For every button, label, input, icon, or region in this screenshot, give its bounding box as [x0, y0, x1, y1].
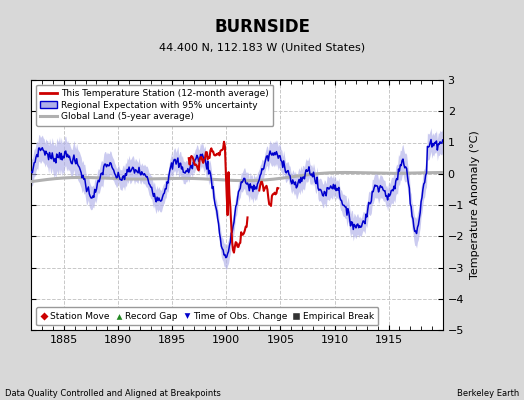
- Y-axis label: Temperature Anomaly (°C): Temperature Anomaly (°C): [470, 131, 479, 279]
- Text: 44.400 N, 112.183 W (United States): 44.400 N, 112.183 W (United States): [159, 42, 365, 52]
- Text: Data Quality Controlled and Aligned at Breakpoints: Data Quality Controlled and Aligned at B…: [5, 389, 221, 398]
- Text: Berkeley Earth: Berkeley Earth: [456, 389, 519, 398]
- Legend: Station Move, Record Gap, Time of Obs. Change, Empirical Break: Station Move, Record Gap, Time of Obs. C…: [36, 308, 378, 326]
- Text: BURNSIDE: BURNSIDE: [214, 18, 310, 36]
